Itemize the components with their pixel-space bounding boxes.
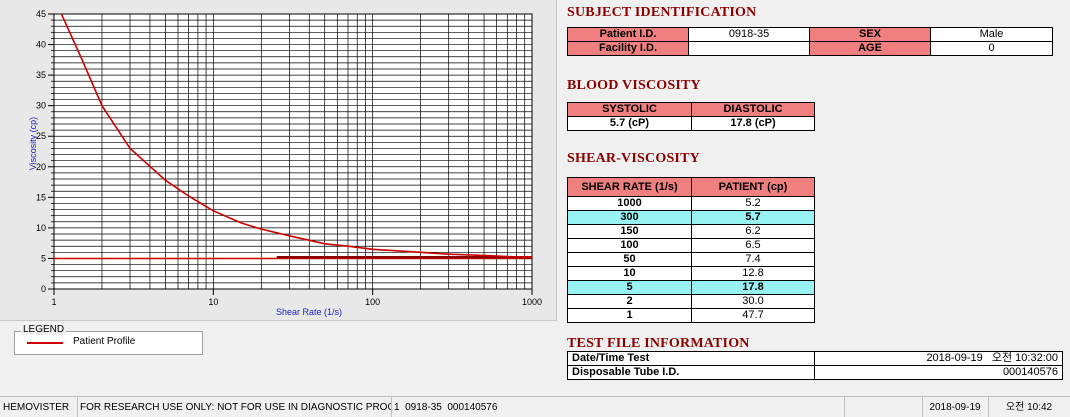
status-file-info: 1 0918-35 000140576 [391, 397, 845, 417]
legend-box: LEGEND Patient Profile [14, 324, 203, 355]
y-tick-label: 10 [36, 223, 46, 233]
blood-viscosity-title: BLOOD VISCOSITY [567, 78, 701, 93]
test-file-information-title: TEST FILE INFORMATION [567, 336, 750, 351]
shear-row: 5 17.8 [567, 280, 815, 295]
age-label: AGE [809, 41, 931, 56]
legend-label-patient-profile: Patient Profile [73, 336, 136, 347]
shear-rate-cell: 50 [567, 252, 692, 267]
status-empty-cell [844, 397, 923, 417]
patient-cp-cell: 5.7 [691, 210, 815, 225]
status-bar: HEMOVISTER FOR RESEARCH USE ONLY: NOT FO… [0, 396, 1070, 417]
tube-id-value: 000140576 [814, 365, 1063, 380]
y-tick-label: 45 [36, 9, 46, 19]
legend-title: LEGEND [21, 324, 67, 335]
viscosity-chart: 0 5 10 15 20 25 30 35 40 45 1 10 100 1000 Shear Rate (… [28, 9, 542, 317]
patient-cp-cell: 6.2 [691, 224, 815, 239]
status-app-name: HEMOVISTER [0, 397, 78, 417]
series-line-patient-profile [60, 14, 532, 258]
shear-row: 2 30.0 [567, 294, 815, 309]
shear-rate-header: SHEAR RATE (1/s) [567, 177, 692, 197]
systolic-label: SYSTOLIC [567, 102, 692, 117]
diastolic-value: 17.8 (cP) [691, 116, 815, 131]
legend-swatch-patient-profile [27, 342, 63, 344]
y-tick-label: 30 [36, 101, 46, 111]
x-tick-label: 1000 [522, 297, 542, 307]
blood-viscosity-table: SYSTOLIC DIASTOLIC 5.7 (cP) 17.8 (cP) [567, 102, 815, 131]
x-tick-label: 10 [208, 297, 218, 307]
y-tick-label: 5 [41, 253, 46, 263]
shear-row: 100 6.5 [567, 238, 815, 253]
datetime-label: Date/Time Test [567, 351, 815, 366]
systolic-value: 5.7 (cP) [567, 116, 692, 131]
patient-cp-cell: 6.5 [691, 238, 815, 253]
subject-identification-title: SUBJECT IDENTIFICATION [567, 5, 757, 20]
tube-id-label: Disposable Tube I.D. [567, 365, 815, 380]
diastolic-label: DIASTOLIC [691, 102, 815, 117]
patient-id-value: 0918-35 [688, 27, 810, 42]
shear-rate-cell: 300 [567, 210, 692, 225]
status-date: 2018-09-19 [922, 397, 989, 417]
shear-rate-cell: 150 [567, 224, 692, 239]
status-notice: FOR RESEARCH USE ONLY: NOT FOR USE IN DI… [77, 397, 392, 417]
plot-frame [53, 13, 533, 290]
patient-cp-header: PATIENT (cp) [691, 177, 815, 197]
patient-id-label: Patient I.D. [567, 27, 689, 42]
patient-cp-cell: 30.0 [691, 294, 815, 309]
patient-cp-cell: 47.7 [691, 308, 815, 323]
patient-cp-cell: 17.8 [691, 280, 815, 295]
status-time: 오전 10:42 [1005, 402, 1053, 413]
shear-row: 150 6.2 [567, 224, 815, 239]
shear-viscosity-table: SHEAR RATE (1/s) PATIENT (cp) 1000 5.2 300… [567, 177, 815, 323]
shear-row: 50 7.4 [567, 252, 815, 267]
shear-rate-cell: 10 [567, 266, 692, 281]
x-axis-label: Shear Rate (1/s) [276, 307, 342, 317]
y-tick-label: 25 [36, 131, 46, 141]
y-tick-label: 15 [36, 192, 46, 202]
x-tick-label: 1 [51, 297, 56, 307]
x-tick-label: 100 [365, 297, 380, 307]
age-value: 0 [930, 41, 1053, 56]
subject-table: Patient I.D. 0918-35 SEX Male Facility I… [567, 27, 1053, 56]
plot-area [54, 14, 532, 289]
facility-id-value [688, 41, 810, 56]
y-axis-label: Viscosity (cp) [28, 117, 38, 170]
datetime-value: 2018-09-19 오전 10:32:00 [814, 351, 1063, 366]
y-tick-label: 0 [41, 284, 46, 294]
shear-rate-cell: 1 [567, 308, 692, 323]
shear-rate-cell: 2 [567, 294, 692, 309]
shear-rate-cell: 5 [567, 280, 692, 295]
sex-label: SEX [809, 27, 931, 42]
patient-cp-cell: 12.8 [691, 266, 815, 281]
facility-id-label: Facility I.D. [567, 41, 689, 56]
shear-viscosity-title: SHEAR-VISCOSITY [567, 151, 700, 166]
patient-cp-cell: 7.4 [691, 252, 815, 267]
sex-value: Male [930, 27, 1053, 42]
shear-row: 1000 5.2 [567, 196, 815, 211]
shear-rate-cell: 1000 [567, 196, 692, 211]
patient-cp-cell: 5.2 [691, 196, 815, 211]
shear-rate-cell: 100 [567, 238, 692, 253]
y-tick-label: 20 [36, 162, 46, 172]
shear-row: 10 12.8 [567, 266, 815, 281]
y-tick-label: 40 [36, 40, 46, 50]
shear-row: 1 47.7 [567, 308, 815, 323]
shear-row: 300 5.7 [567, 210, 815, 225]
plot-panel: 0 5 10 15 20 25 30 35 40 45 1 10 100 1000 Shear Rate (… [0, 0, 557, 321]
test-file-table: Date/Time Test 2018-09-19 오전 10:32:00 Di… [567, 351, 1063, 380]
y-tick-label: 35 [36, 70, 46, 80]
